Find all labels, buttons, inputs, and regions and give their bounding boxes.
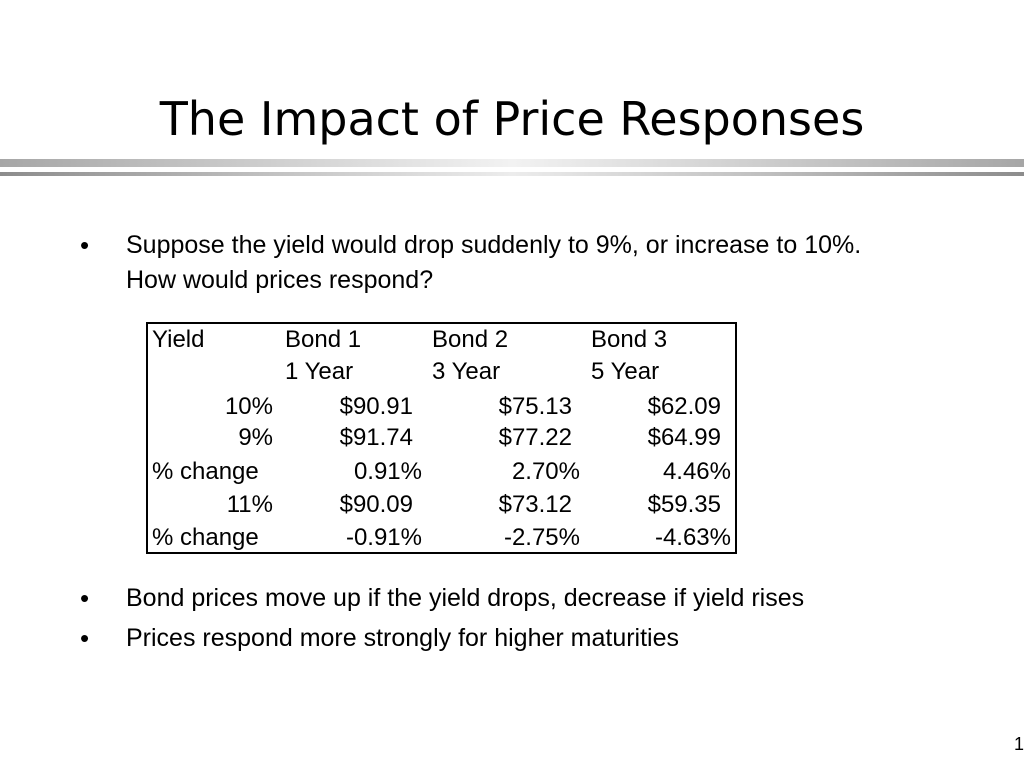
table-cell-bond2: -2.75%: [503, 524, 580, 551]
table-cell-bond2: $73.12: [498, 491, 572, 518]
table-cell-bond1: $91.74: [339, 424, 413, 451]
table-cell-bond2: $77.22: [498, 424, 572, 451]
table-cell-bond3: $59.35: [647, 491, 721, 518]
title-divider-bottom: [0, 172, 1024, 176]
bullet-dot-icon: •: [80, 583, 90, 613]
table-header-maturity-bond1: 1 Year: [285, 358, 354, 385]
table-header-bond2: Bond 2: [432, 326, 509, 353]
bullet-item: • Suppose the yield would drop suddenly …: [80, 228, 930, 298]
table-header-maturity-bond3: 5 Year: [591, 358, 660, 385]
table-header-bond1: Bond 1: [285, 326, 362, 353]
table-cell-bond2: 2.70%: [511, 458, 580, 485]
table-cell-yield: 10%: [224, 393, 273, 420]
table-cell-yield: % change: [152, 458, 259, 485]
table-cell-bond1: $90.09: [339, 491, 413, 518]
table-header-bond3: Bond 3: [591, 326, 668, 353]
table-cell-bond2: $75.13: [498, 393, 572, 420]
table-cell-yield: % change: [152, 524, 259, 551]
bullet-item: • Bond prices move up if the yield drops…: [80, 581, 930, 616]
table-cell-bond3: -4.63%: [654, 524, 731, 551]
bullet-text: Suppose the yield would drop suddenly to…: [126, 231, 862, 294]
bullet-dot-icon: •: [80, 230, 90, 260]
table-cell-bond1: $90.91: [339, 393, 413, 420]
bullet-text: Prices respond more strongly for higher …: [126, 624, 680, 652]
table-cell-yield: 11%: [226, 491, 273, 518]
bullet-item: • Prices respond more strongly for highe…: [80, 621, 930, 656]
slide-title: The Impact of Price Responses: [159, 92, 865, 146]
bullet-dot-icon: •: [80, 623, 90, 653]
table-cell-bond1: -0.91%: [345, 524, 422, 551]
table-header-maturity-bond2: 3 Year: [432, 358, 501, 385]
page-number: 1: [1013, 734, 1024, 754]
table-cell-yield: 9%: [238, 424, 273, 451]
table-header-yield: Yield: [152, 326, 205, 353]
table-cell-bond1: 0.91%: [353, 458, 422, 485]
bond-price-table: Yield Bond 1 Bond 2 Bond 3 1 Year 3 Year…: [146, 322, 737, 554]
table-cell-bond3: $62.09: [647, 393, 721, 420]
bullet-text: Bond prices move up if the yield drops, …: [126, 584, 805, 612]
title-divider-top: [0, 159, 1024, 167]
table-cell-bond3: 4.46%: [662, 458, 731, 485]
table-cell-bond3: $64.99: [647, 424, 721, 451]
